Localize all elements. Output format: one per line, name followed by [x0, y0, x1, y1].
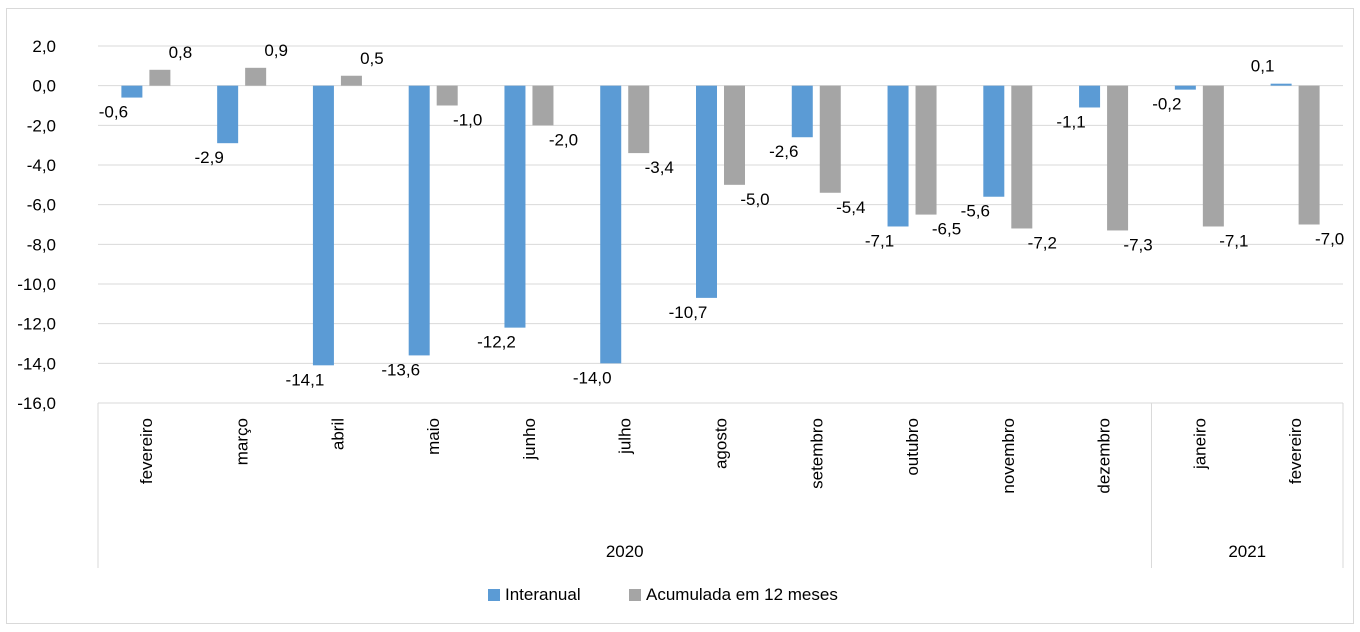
bar-interanual: [887, 85, 909, 227]
bar-interanual: [1079, 85, 1101, 108]
y-tick-label: -2,0: [27, 116, 56, 135]
data-label: -5,6: [961, 202, 990, 221]
bar-acumulada: [532, 85, 554, 126]
category-label: novembro: [999, 418, 1018, 494]
data-label: -7,3: [1123, 235, 1152, 254]
bar-acumulada: [915, 85, 937, 215]
bar-acumulada: [724, 85, 745, 185]
bar-interanual: [312, 85, 334, 366]
year-label: 2020: [606, 542, 644, 561]
bar-acumulada: [340, 75, 362, 86]
bar-interanual: [121, 85, 143, 98]
data-label: -1,0: [453, 111, 482, 130]
bar-acumulada: [1202, 85, 1224, 227]
data-label: -5,0: [740, 190, 769, 209]
data-label: -2,6: [769, 142, 798, 161]
data-label: 0,8: [169, 43, 193, 62]
category-label: março: [233, 418, 252, 465]
bar-interanual: [600, 85, 622, 364]
y-tick-label: -6,0: [27, 196, 56, 215]
y-tick-label: 0,0: [32, 77, 56, 96]
category-label: janeiro: [1190, 418, 1209, 470]
y-tick-label: 2,0: [32, 37, 56, 56]
bar-acumulada: [1011, 85, 1033, 229]
bar-interanual: [217, 85, 239, 144]
bar-acumulada: [436, 85, 458, 106]
y-tick-label: -4,0: [27, 156, 56, 175]
data-label: 0,9: [264, 41, 288, 60]
bar-acumulada: [245, 67, 267, 86]
category-label: fevereiro: [1286, 418, 1305, 484]
y-tick-label: -12,0: [17, 315, 56, 334]
y-tick-label: -8,0: [27, 235, 56, 254]
data-label: -7,0: [1315, 230, 1344, 249]
bar-acumulada: [1298, 85, 1320, 225]
data-label: -14,0: [573, 368, 612, 387]
data-label: 0,5: [360, 49, 384, 68]
category-label: maio: [424, 418, 443, 455]
data-label: -12,2: [477, 333, 516, 352]
legend-swatch: [629, 589, 641, 601]
y-tick-label: -10,0: [17, 275, 56, 294]
bar-acumulada: [819, 85, 841, 193]
data-label: -1,1: [1056, 112, 1085, 131]
legend-swatch: [488, 589, 500, 601]
data-label: -2,0: [549, 130, 578, 149]
bar-acumulada: [1107, 85, 1129, 231]
category-label: fevereiro: [137, 418, 156, 484]
bar-interanual: [1270, 83, 1292, 86]
category-label: junho: [520, 418, 539, 461]
bar-interanual: [1174, 85, 1196, 90]
data-label: -2,9: [195, 148, 224, 167]
bar-interanual: [504, 85, 526, 328]
category-label: outubro: [903, 418, 922, 476]
category-label: agosto: [712, 418, 731, 469]
bar-acumulada: [628, 85, 650, 154]
data-label: -13,6: [381, 360, 420, 379]
data-label: -5,4: [836, 198, 865, 217]
bar-interanual: [696, 85, 717, 298]
data-label: -3,4: [645, 158, 674, 177]
data-label: -7,2: [1028, 233, 1057, 252]
y-tick-label: -14,0: [17, 354, 56, 373]
data-label: -14,1: [286, 370, 325, 389]
category-label: dezembro: [1095, 418, 1114, 494]
bar-interanual: [983, 85, 1005, 197]
legend-label: Interanual: [505, 585, 581, 604]
bar-interanual: [791, 85, 813, 138]
category-label: abril: [328, 418, 347, 450]
data-label: -0,6: [99, 103, 128, 122]
category-label: setembro: [807, 418, 826, 489]
data-label: -6,5: [932, 220, 961, 239]
legend-label: Acumulada em 12 meses: [646, 585, 838, 604]
y-tick-label: -16,0: [17, 394, 56, 413]
data-label: -10,7: [669, 303, 708, 322]
data-label: 0,1: [1251, 57, 1275, 76]
category-label: julho: [616, 418, 635, 455]
bar-acumulada: [149, 69, 171, 86]
data-label: -7,1: [1219, 231, 1248, 250]
data-label: -7,1: [865, 231, 894, 250]
bar-interanual: [408, 85, 430, 356]
year-label: 2021: [1228, 542, 1266, 561]
data-label: -0,2: [1152, 95, 1181, 114]
